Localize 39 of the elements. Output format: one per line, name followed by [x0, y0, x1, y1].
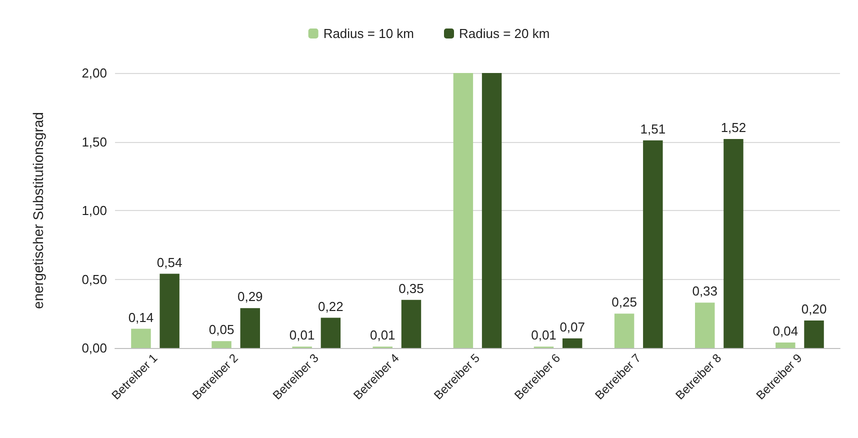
- bar: [212, 341, 232, 348]
- bar: [643, 140, 663, 348]
- y-axis-title: energetischer Substitutionsgrad: [30, 112, 46, 309]
- data-label: 0,04: [772, 324, 798, 338]
- bar: [482, 73, 502, 348]
- data-label: 0,29: [237, 289, 263, 304]
- bar: [776, 342, 796, 348]
- bar: [240, 308, 260, 348]
- bar: [614, 314, 634, 348]
- y-tick-label: 1,00: [82, 203, 107, 218]
- y-tick-label: 1,50: [82, 134, 107, 150]
- bar: [320, 318, 341, 348]
- y-tick-label: 0,50: [82, 272, 107, 287]
- data-label: 0,20: [801, 302, 827, 316]
- data-label: 0,22: [318, 298, 344, 314]
- bar: [401, 300, 422, 348]
- bar: [724, 139, 744, 348]
- data-label: 1,51: [640, 121, 666, 136]
- bar: [804, 320, 824, 348]
- bar: [453, 73, 474, 348]
- data-label: 0,35: [398, 280, 424, 296]
- bar: [131, 328, 151, 348]
- legend-label: Radius = 20 km: [459, 26, 550, 41]
- data-label: 0,33: [692, 284, 718, 299]
- data-label: 0,05: [208, 322, 234, 338]
- y-tick-label: 0,00: [82, 340, 107, 356]
- data-label: 1,52: [720, 120, 746, 135]
- bar: [695, 302, 715, 348]
- data-label: 0,07: [560, 319, 586, 334]
- y-tick-label: 2,00: [82, 66, 107, 80]
- bar: [160, 274, 180, 348]
- data-label: 0,14: [128, 310, 154, 325]
- bar: [562, 338, 582, 348]
- data-label: 0,01: [370, 328, 396, 343]
- data-label: 0,01: [289, 328, 315, 343]
- data-label: 0,54: [156, 254, 182, 270]
- data-label: 0,01: [531, 328, 556, 343]
- data-label: 0,25: [612, 294, 637, 310]
- legend-label: Radius = 10 km: [323, 26, 414, 41]
